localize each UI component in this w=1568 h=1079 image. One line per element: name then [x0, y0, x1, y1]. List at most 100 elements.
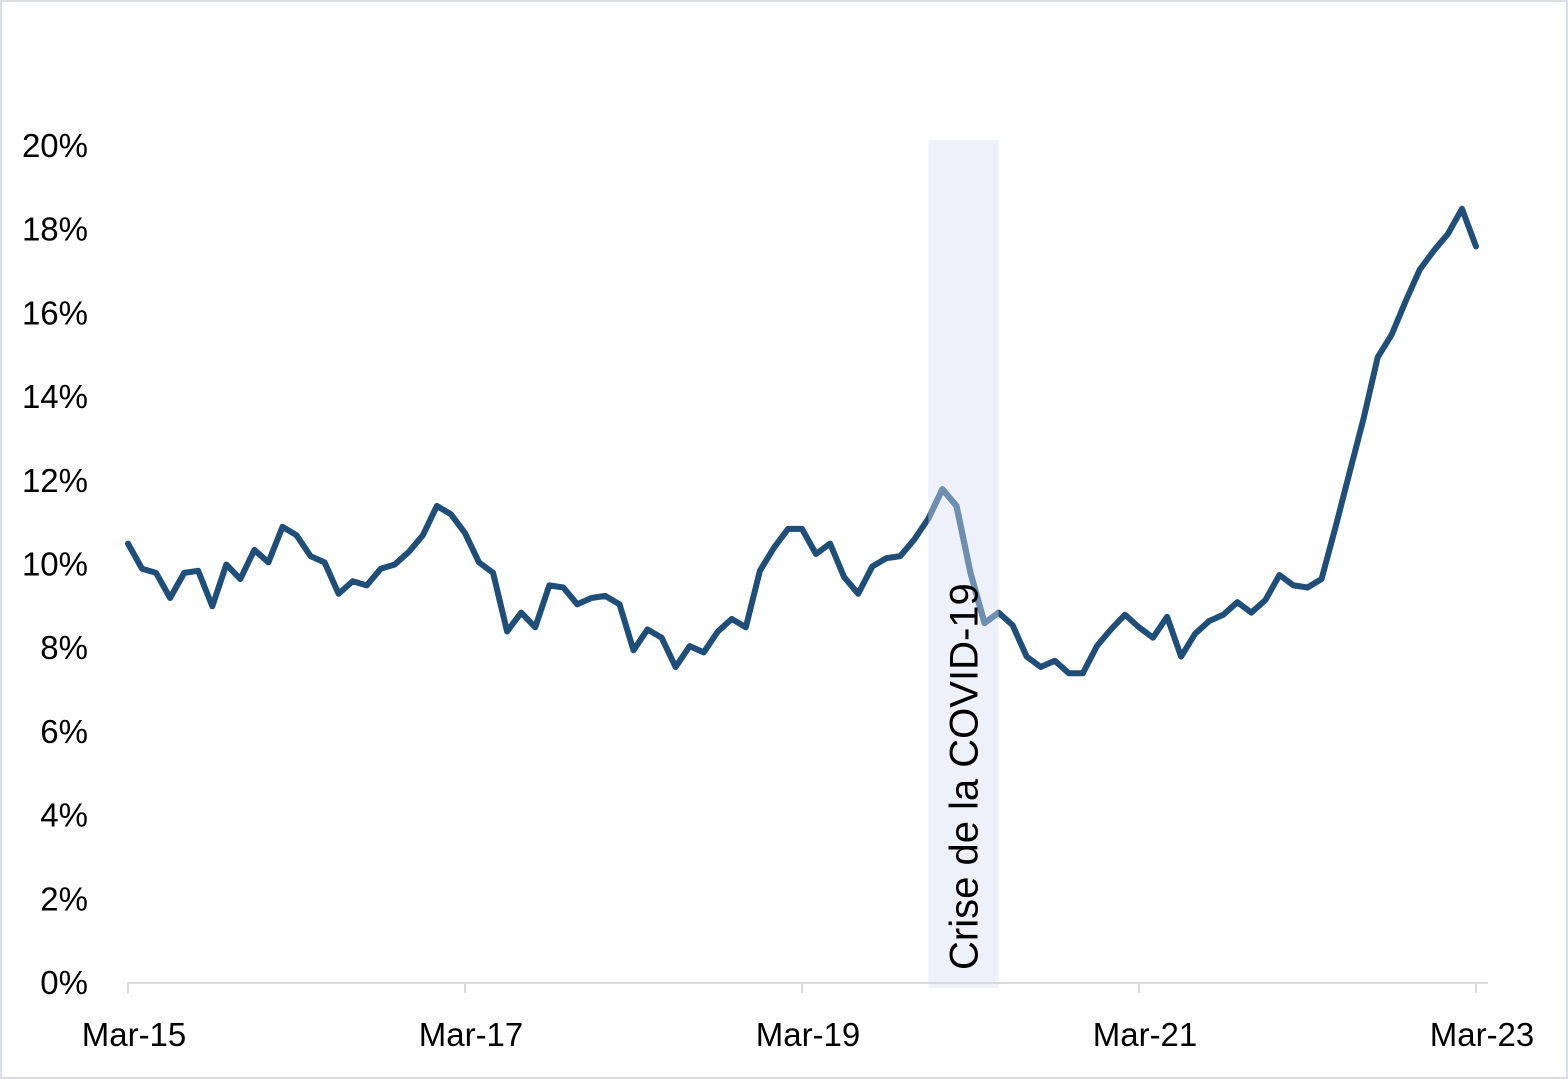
data-point	[1108, 626, 1114, 632]
data-point	[420, 532, 426, 538]
data-point	[1431, 248, 1437, 254]
data-points-layer	[125, 206, 1479, 677]
data-point	[1290, 582, 1296, 588]
shaded-period-label-layer: Crise de la COVID-19	[942, 583, 986, 970]
y-tick-label: 4%	[40, 797, 88, 834]
series-line-layer	[125, 205, 1479, 677]
data-point	[1403, 298, 1409, 304]
data-point	[1122, 612, 1128, 618]
data-point	[1347, 469, 1353, 475]
data-point	[841, 574, 847, 580]
data-point	[504, 628, 510, 634]
data-point	[448, 511, 454, 517]
data-point	[462, 530, 468, 536]
data-point	[1445, 231, 1451, 237]
data-point	[729, 616, 735, 622]
data-point	[771, 545, 777, 551]
data-point	[153, 570, 159, 576]
x-tick-label: Mar-17	[419, 1016, 524, 1053]
series-line-in-band	[928, 486, 999, 627]
data-point	[939, 486, 945, 492]
data-point	[125, 541, 131, 547]
data-point	[813, 551, 819, 557]
data-point	[925, 515, 931, 521]
data-point	[265, 559, 271, 565]
data-point	[616, 601, 622, 607]
data-point	[1080, 670, 1086, 676]
data-point	[785, 526, 791, 532]
data-point	[364, 582, 370, 588]
data-point	[1305, 585, 1311, 591]
y-tick-label: 18%	[22, 211, 88, 248]
x-tick-label: Mar-15	[82, 1016, 187, 1053]
data-point	[673, 664, 679, 670]
data-point	[574, 601, 580, 607]
data-point	[308, 553, 314, 559]
data-point	[167, 595, 173, 601]
data-point	[1276, 572, 1282, 578]
data-point	[294, 532, 300, 538]
data-point	[322, 559, 328, 565]
y-tick-label: 12%	[22, 462, 88, 499]
data-point	[855, 591, 861, 597]
data-point	[209, 603, 215, 609]
data-point	[631, 647, 637, 653]
x-tick-labels: Mar-15 Mar-17 Mar-19 Mar-21 Mar-23	[82, 1016, 1535, 1053]
data-point	[518, 610, 524, 616]
data-point	[799, 526, 805, 532]
data-point	[1389, 331, 1395, 337]
data-point	[827, 541, 833, 547]
data-point	[1262, 597, 1268, 603]
covid-band-label: Crise de la COVID-19	[942, 583, 986, 970]
data-point	[953, 503, 959, 509]
x-tick-label: Mar-19	[756, 1016, 861, 1053]
data-point	[588, 595, 594, 601]
data-point	[1248, 610, 1254, 616]
x-tick-label: Mar-23	[1430, 1016, 1535, 1053]
data-point	[1192, 631, 1198, 637]
data-point	[659, 635, 665, 641]
data-point	[1473, 243, 1479, 249]
data-point	[532, 624, 538, 630]
data-point	[546, 582, 552, 588]
y-tick-label: 10%	[22, 546, 88, 583]
data-point	[687, 643, 693, 649]
y-tick-label: 6%	[40, 713, 88, 750]
data-point	[701, 649, 707, 655]
data-point	[139, 566, 145, 572]
y-tick-label: 8%	[40, 629, 88, 666]
data-point	[434, 503, 440, 509]
series-line	[125, 205, 1479, 677]
data-point	[1038, 664, 1044, 670]
data-point	[392, 562, 398, 568]
data-point	[1178, 654, 1184, 660]
data-point	[1206, 618, 1212, 624]
data-point	[223, 562, 229, 568]
data-point	[911, 536, 917, 542]
data-point	[1136, 624, 1142, 630]
data-point	[1164, 614, 1170, 620]
data-point	[1010, 622, 1016, 628]
y-tick-labels: 0% 2% 4% 6% 8% 10% 12% 14% 16% 18% 20%	[22, 127, 88, 1001]
data-point	[336, 591, 342, 597]
data-point	[602, 593, 608, 599]
data-point	[378, 566, 384, 572]
covid-shaded-band	[928, 140, 999, 988]
data-point	[350, 578, 356, 584]
data-point	[560, 585, 566, 591]
y-tick-label: 16%	[22, 294, 88, 331]
data-point	[251, 547, 257, 553]
data-point	[1333, 524, 1339, 530]
data-point	[869, 564, 875, 570]
data-point	[645, 626, 651, 632]
data-point	[1361, 415, 1367, 421]
data-point	[279, 524, 285, 530]
y-tick-label: 20%	[22, 127, 88, 164]
data-point	[1417, 266, 1423, 272]
y-tick-label: 2%	[40, 880, 88, 917]
data-point	[1066, 670, 1072, 676]
data-point	[476, 559, 482, 565]
data-point	[181, 570, 187, 576]
data-point	[1459, 206, 1465, 212]
